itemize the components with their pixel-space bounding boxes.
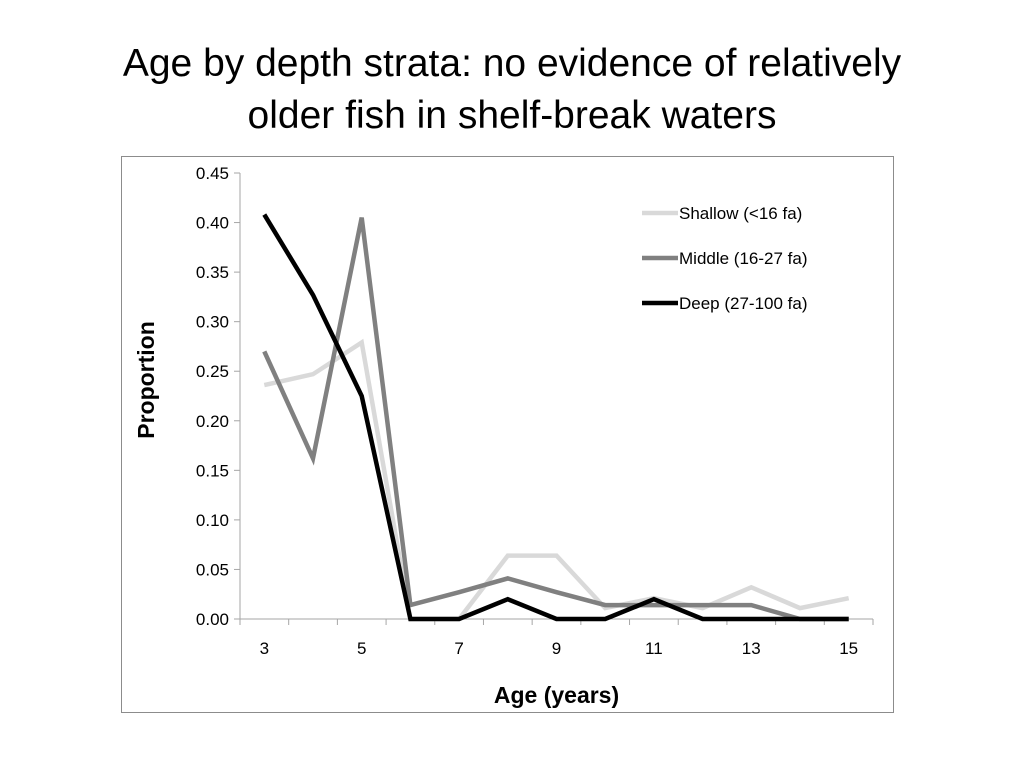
- chart-frame: 0.00 0.05 0.10 0.15 0.20 0.25 0.30 0.35 0.40 0.45…: [121, 156, 894, 713]
- legend-label-shallow: Shallow (<16 fa): [679, 204, 802, 223]
- x-tick-label: 11: [645, 639, 663, 658]
- legend-label-deep: Deep (27-100 fa): [679, 294, 808, 313]
- series-line-middle: [262, 217, 849, 622]
- x-tick-label: 5: [357, 639, 366, 658]
- series-line-shallow: [263, 338, 850, 622]
- y-tick-label: 0.10: [196, 511, 229, 530]
- x-tick-label: 3: [260, 639, 269, 658]
- y-tick-label: 0.30: [196, 313, 229, 332]
- x-tick-label: 13: [742, 639, 761, 658]
- y-tick-label: 0.00: [196, 610, 229, 629]
- y-tick-label: 0.45: [196, 164, 229, 183]
- x-tick-label: 9: [552, 639, 561, 658]
- y-tick-label: 0.05: [196, 560, 229, 579]
- x-tick-label: 7: [454, 639, 463, 658]
- legend-label-middle: Middle (16-27 fa): [679, 249, 808, 268]
- x-tick-label: 15: [839, 639, 858, 658]
- line-chart: 0.00 0.05 0.10 0.15 0.20 0.25 0.30 0.35 0.40 0.45…: [133, 164, 874, 708]
- y-axis-title: Proportion: [133, 321, 159, 439]
- y-tick-label: 0.25: [196, 362, 229, 381]
- y-tick-label: 0.20: [196, 412, 229, 431]
- y-tick-label: 0.35: [196, 263, 229, 282]
- y-tick-label: 0.15: [196, 461, 229, 480]
- y-tick-label: 0.40: [196, 214, 229, 233]
- slide-title-line-2: older fish in shelf-break waters: [247, 94, 777, 137]
- slide-title: Age by depth strata: no evidence of rela…: [40, 38, 984, 142]
- slide-title-line-1: Age by depth strata: no evidence of rela…: [122, 42, 902, 85]
- x-axis-title: Age (years): [494, 682, 619, 708]
- series-line-deep: [262, 213, 849, 622]
